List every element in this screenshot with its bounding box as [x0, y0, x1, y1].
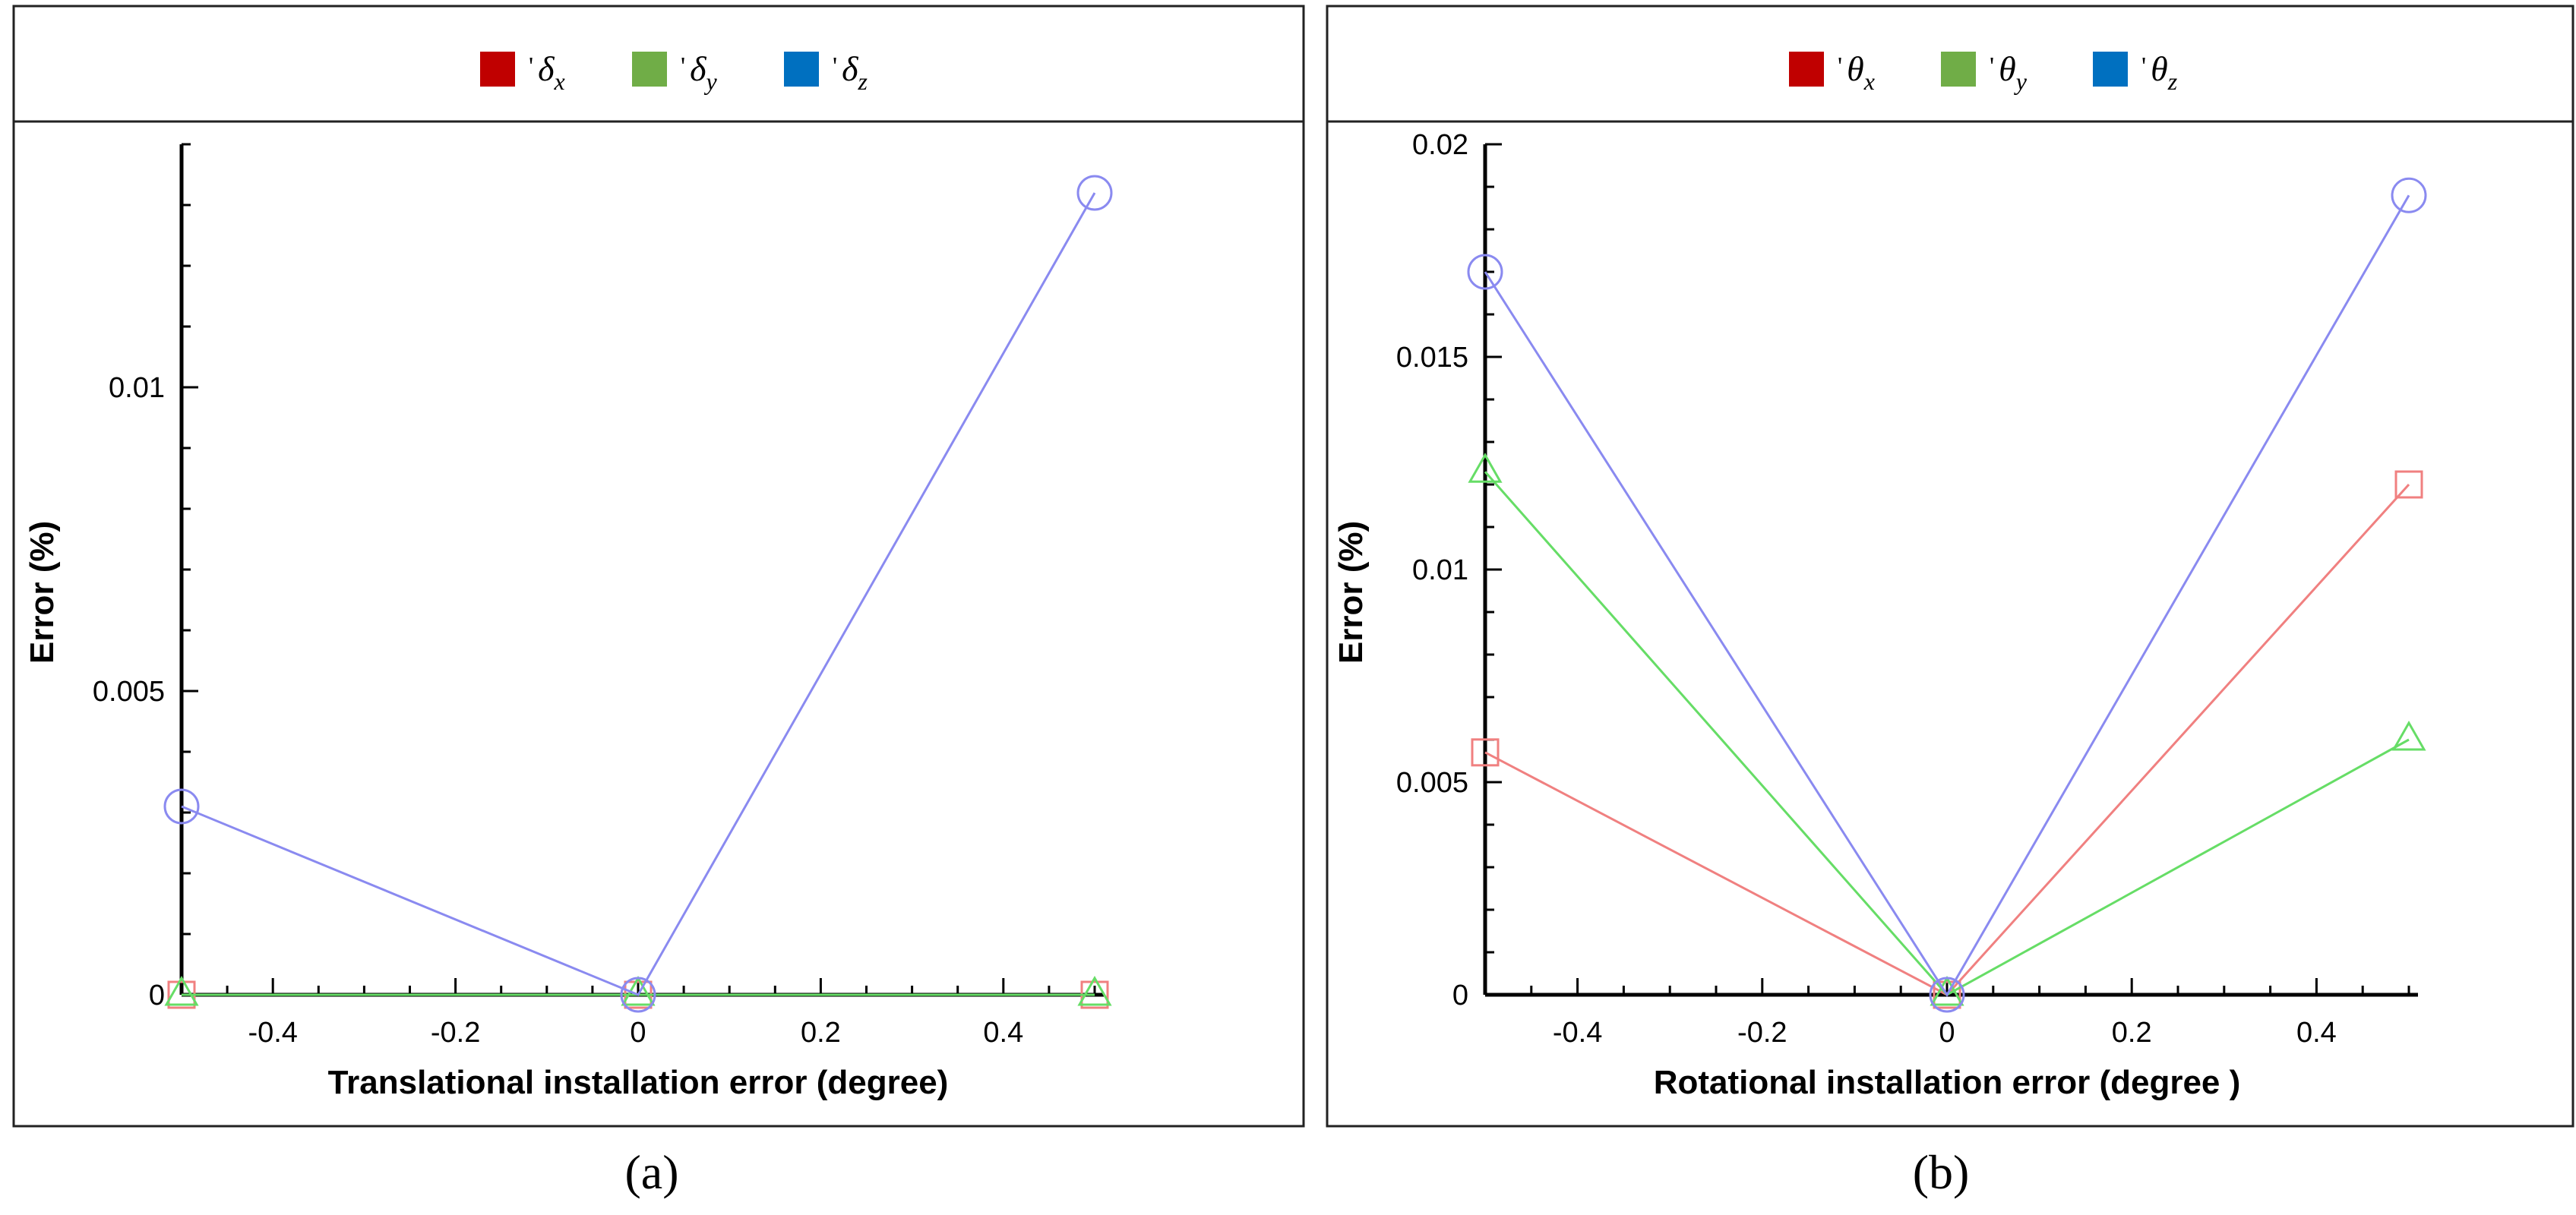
chart-b-point-square — [1933, 980, 1961, 1009]
chart-a-x-tick-label: 0.2 — [801, 1017, 841, 1049]
chart-b-series-triangle — [1468, 453, 2426, 1006]
chart-a-point-circle — [1076, 175, 1113, 211]
chart-b-legend-item-x: ' θx — [1789, 49, 1875, 95]
chart-b-y-tick-label: 0.005 — [1396, 767, 1468, 799]
chart-panel-b: ' θx ' θy ' θz -0.4 -0.2 0 0.2 0.4 0 0.005 0.01 0.015 0… — [1318, 0, 2576, 1211]
chart-b-legend-label-y: ' θy — [1990, 49, 2028, 95]
chart-a-point-circle — [163, 788, 200, 825]
chart-b-point-triangle — [1930, 975, 1964, 1006]
chart-b-point-triangle — [2391, 720, 2426, 751]
chart-a-legend-label-x: ' δx — [529, 49, 565, 95]
chart-a-point-circle — [620, 977, 656, 1013]
chart-b-axes: -0.4 -0.2 0 0.2 0.4 0 0.005 0.01 0.015 0.02 — [1396, 129, 2418, 1049]
chart-a-x-tick-label: 0.4 — [983, 1017, 1023, 1049]
chart-a-caption: (a) — [624, 1145, 678, 1199]
chart-a-svg: ' δx ' δy ' δz -0.4 -0.2 0 0.2 0.4 0 0.005 0.01 Transl… — [12, 5, 1305, 1199]
chart-b-svg: ' θx ' θy ' θz -0.4 -0.2 0 0.2 0.4 0 0.005 0.01 0.015 0… — [1326, 5, 2574, 1199]
chart-b-legend-item-z: ' θz — [2093, 49, 2178, 95]
chart-b-legend-swatch-y — [1941, 52, 1976, 87]
chart-b-point-circle — [2391, 177, 2427, 213]
chart-b-frame — [1326, 5, 2574, 1128]
chart-a-legend-label-y: ' δy — [681, 49, 718, 95]
chart-a-legend-item-y: ' δy — [632, 49, 718, 95]
chart-a-series-line-circle — [181, 192, 1096, 996]
chart-a-y-tick-label: 0.005 — [93, 676, 165, 708]
chart-a-x-tick-label: -0.4 — [248, 1017, 297, 1049]
chart-panel-a: ' δx ' δy ' δz -0.4 -0.2 0 0.2 0.4 0 0.005 0.01 Transl… — [12, 5, 1305, 1199]
chart-b-legend-item-y: ' θy — [1941, 49, 2028, 95]
chart-b-series-line-square — [1484, 483, 2410, 996]
chart-b-x-tick-label: -0.2 — [1737, 1017, 1787, 1049]
chart-a-y-tick-label: 0.01 — [109, 372, 165, 404]
chart-a-axes: -0.4 -0.2 0 0.2 0.4 0 0.005 0.01 — [93, 143, 1104, 1049]
chart-b-series-line-circle — [1484, 194, 2410, 997]
chart-b-x-tick-label: -0.4 — [1553, 1017, 1602, 1049]
chart-a-frame — [12, 5, 1305, 1128]
chart-a-legend-item-z: ' δz — [784, 49, 868, 95]
chart-a-x-tick-label: 0 — [630, 1017, 646, 1049]
chart-a-point-triangle — [1077, 975, 1112, 1006]
chart-b-y-tick-label: 0 — [1452, 980, 1468, 1011]
chart-a-x-axis-label: Translational installation error (degree… — [328, 1064, 949, 1101]
chart-b-x-tick-label: 0.2 — [2112, 1017, 2152, 1049]
chart-b-legend-swatch-x — [1789, 52, 1824, 87]
chart-a-legend-swatch-y — [632, 52, 667, 87]
chart-b-x-tick-label: 0.4 — [2296, 1017, 2337, 1049]
chart-b-x-axis-label: Rotational installation error (degree ) — [1654, 1064, 2241, 1101]
chart-b-point-square — [1471, 738, 1500, 767]
chart-a-legend: ' δx ' δy ' δz — [480, 49, 868, 95]
chart-a-x-tick-label: -0.2 — [431, 1017, 480, 1049]
chart-a-legend-label-z: ' δz — [833, 49, 868, 95]
chart-b-legend-label-x: ' θx — [1838, 49, 1875, 95]
chart-a-point-triangle — [164, 975, 199, 1006]
chart-b-point-circle — [1467, 254, 1503, 290]
chart-a-y-tick-label: 0 — [149, 980, 165, 1011]
chart-b-caption: (b) — [1913, 1145, 1970, 1199]
chart-b-legend-label-z: ' θz — [2141, 49, 2178, 95]
chart-a-legend-item-x: ' δx — [480, 49, 565, 95]
chart-b-x-tick-label: 0 — [1939, 1017, 1955, 1049]
chart-a-legend-swatch-z — [784, 52, 819, 87]
chart-b-legend-swatch-z — [2093, 52, 2128, 87]
chart-b-point-square — [2394, 470, 2423, 499]
chart-b-series-line-triangle — [1484, 471, 2410, 996]
chart-b-y-tick-label: 0.015 — [1396, 342, 1468, 374]
chart-b-series-circle — [1467, 177, 2427, 1013]
chart-b-legend: ' θx ' θy ' θz — [1789, 49, 2178, 95]
chart-b-y-tick-label: 0.01 — [1412, 554, 1468, 586]
chart-b-y-axis-label: Error (%) — [1332, 521, 1370, 664]
chart-a-series-circle — [163, 175, 1113, 1013]
chart-b-point-triangle — [1468, 453, 1503, 483]
chart-a-y-axis-label: Error (%) — [24, 521, 61, 664]
chart-b-y-tick-label: 0.02 — [1412, 129, 1468, 161]
chart-a-legend-swatch-x — [480, 52, 515, 87]
chart-b-series-square — [1471, 470, 2423, 1009]
chart-b-point-circle — [1929, 977, 1965, 1013]
